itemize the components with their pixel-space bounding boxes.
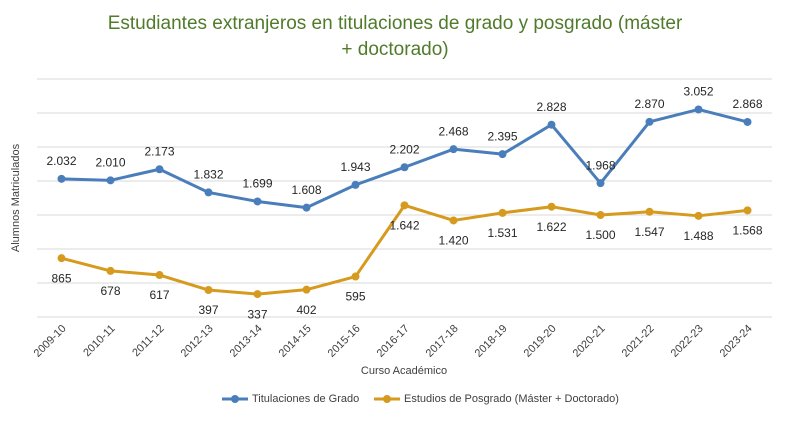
data-label: 2.868	[732, 97, 762, 111]
data-point	[57, 174, 66, 183]
data-label: 2.468	[438, 124, 468, 138]
data-point	[645, 207, 654, 216]
x-tick-label: 2018-19	[473, 323, 510, 360]
x-tick-label: 2019-20	[522, 323, 559, 360]
data-label: 595	[345, 290, 365, 304]
data-label: 1.968	[585, 158, 615, 172]
y-axis-label: Alumnos Matriculados	[10, 143, 22, 252]
chart-title: + doctorado)	[341, 39, 448, 60]
data-point	[302, 285, 311, 294]
data-label: 1.699	[242, 177, 272, 191]
data-label: 1.622	[536, 220, 566, 234]
x-tick-label: 2010-11	[81, 323, 117, 359]
data-point	[596, 179, 605, 188]
data-point	[449, 216, 458, 225]
data-point	[204, 188, 213, 197]
data-label: 2.032	[46, 154, 76, 168]
chart-title: Estudiantes extranjeros en titulaciones …	[108, 13, 683, 34]
data-point	[743, 117, 752, 126]
data-label: 337	[247, 307, 267, 321]
data-label: 397	[198, 303, 218, 317]
data-point	[204, 286, 213, 295]
data-point	[253, 290, 262, 299]
data-label: 2.010	[95, 155, 125, 169]
data-label: 3.052	[683, 85, 713, 99]
data-label: 865	[51, 271, 71, 285]
data-label: 1.531	[487, 226, 517, 240]
data-point	[106, 176, 115, 185]
data-label: 1.420	[438, 234, 468, 248]
legend-label: Titulaciones de Grado	[252, 393, 359, 405]
data-label: 1.547	[634, 225, 664, 239]
legend-label: Estudios de Posgrado (Máster + Doctorado…	[404, 393, 619, 405]
data-label: 1.488	[683, 229, 713, 243]
data-label: 1.642	[389, 219, 419, 233]
data-label: 1.832	[193, 168, 223, 182]
legend-marker	[383, 395, 391, 403]
data-point	[645, 117, 654, 126]
data-point	[498, 150, 507, 159]
data-point	[498, 208, 507, 217]
x-tick-label: 2011-12	[130, 323, 166, 359]
x-tick-label: 2012-13	[179, 323, 216, 360]
x-tick-label: 2020-21	[571, 323, 608, 360]
data-point	[694, 211, 703, 220]
data-label: 678	[100, 284, 120, 298]
data-label: 1.943	[340, 160, 370, 174]
data-label: 2.202	[389, 142, 419, 156]
data-label: 2.395	[487, 129, 517, 143]
data-label: 2.870	[634, 97, 664, 111]
x-tick-label: 2022-23	[669, 323, 706, 360]
data-point	[351, 272, 360, 281]
data-label: 2.173	[144, 144, 174, 158]
data-point	[449, 145, 458, 154]
data-point	[400, 163, 409, 172]
x-tick-label: 2016-17	[375, 323, 412, 360]
data-point	[351, 180, 360, 189]
series-line	[61, 107, 748, 210]
data-point	[57, 254, 66, 263]
data-label: 402	[296, 303, 316, 317]
data-point	[155, 271, 164, 280]
x-axis-label: Curso Académico	[361, 365, 447, 377]
x-tick-label: 2013-14	[228, 323, 265, 360]
x-tick-label: 2009-10	[32, 323, 69, 360]
data-point	[253, 197, 262, 206]
data-label: 1.608	[291, 183, 321, 197]
data-point	[743, 206, 752, 215]
data-label: 617	[149, 288, 169, 302]
x-tick-label: 2021-22	[620, 323, 657, 360]
x-tick-label: 2015-16	[326, 323, 363, 360]
data-point	[155, 165, 164, 174]
x-tick-label: 2023-24	[718, 323, 755, 360]
data-point	[547, 202, 556, 211]
data-point	[302, 203, 311, 212]
data-point	[694, 105, 703, 114]
data-label: 1.500	[585, 228, 615, 242]
data-point	[106, 266, 115, 275]
data-point	[596, 211, 605, 219]
data-label: 1.568	[732, 224, 762, 238]
x-tick-label: 2014-15	[277, 323, 314, 360]
legend-marker	[231, 395, 239, 403]
x-tick-label: 2017-18	[424, 323, 461, 360]
data-point	[400, 201, 409, 210]
data-label: 2.828	[536, 100, 566, 114]
data-point	[547, 120, 556, 129]
